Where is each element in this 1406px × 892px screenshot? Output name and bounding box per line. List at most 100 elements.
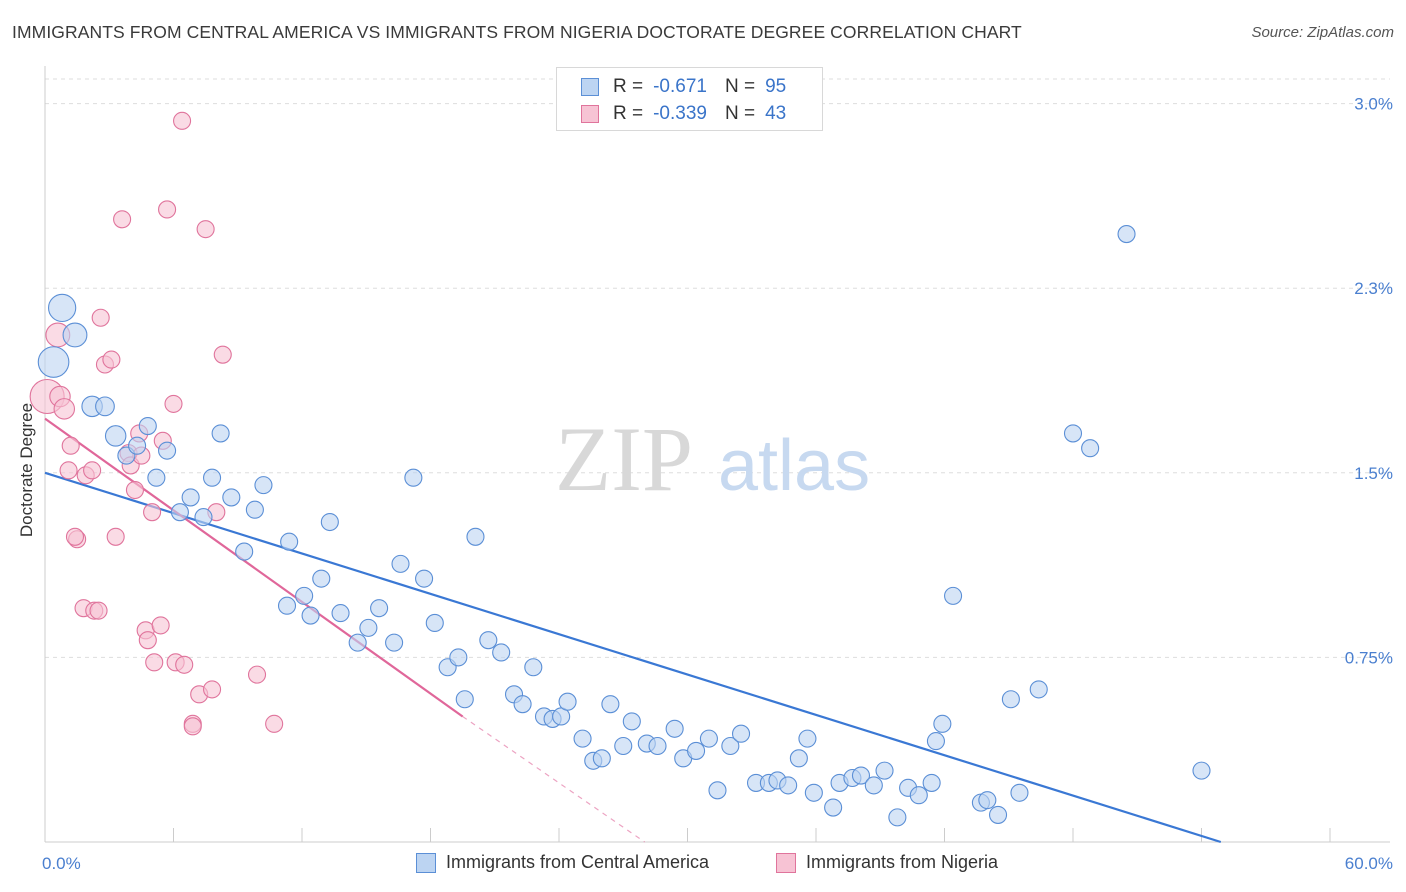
legend-row-central-america: R = -0.671 N = 95	[581, 75, 786, 99]
legend-r-value: -0.339	[653, 103, 707, 124]
series-nigeria-points	[29, 111, 284, 736]
point-nigeria	[175, 655, 194, 674]
legend-r-label: R =	[613, 76, 644, 97]
point-central-america	[385, 633, 404, 652]
x-tick-label: 0.0%	[42, 854, 81, 873]
point-central-america	[47, 293, 77, 323]
y-tick-label: 0.75%	[1345, 648, 1393, 667]
point-central-america	[147, 468, 166, 487]
legend-swatch-pink	[776, 852, 796, 873]
point-central-america	[933, 714, 952, 733]
correlation-legend: R = -0.671 N = 95 R = -0.339 N = 43	[556, 67, 823, 131]
point-central-america	[798, 729, 817, 748]
point-nigeria	[183, 717, 202, 736]
point-central-america	[254, 476, 273, 495]
point-central-america	[804, 783, 823, 802]
point-nigeria	[196, 220, 215, 239]
legend-swatch-pink	[581, 105, 599, 123]
point-central-america	[851, 766, 871, 785]
point-central-america	[1192, 761, 1211, 780]
point-central-america	[128, 436, 147, 455]
point-central-america	[648, 736, 667, 756]
point-nigeria	[151, 616, 170, 635]
point-central-america	[348, 633, 367, 652]
point-central-america	[524, 658, 543, 677]
point-central-america	[415, 569, 434, 588]
watermark: ZIP atlas	[555, 408, 870, 510]
point-nigeria	[158, 200, 177, 219]
legend-item-nigeria[interactable]: Immigrants from Nigeria	[776, 852, 998, 873]
watermark-atlas: atlas	[718, 426, 870, 506]
chart-title: IMMIGRANTS FROM CENTRAL AMERICA VS IMMIG…	[12, 22, 1022, 42]
point-central-america	[370, 599, 389, 618]
point-nigeria	[106, 527, 125, 546]
point-central-america	[864, 776, 883, 795]
legend-r-value: -0.671	[653, 76, 707, 97]
point-nigeria	[53, 398, 76, 420]
legend-swatch-blue	[416, 852, 436, 873]
axes	[44, 66, 1390, 843]
point-central-america	[699, 729, 718, 748]
point-central-america	[104, 425, 127, 447]
point-central-america	[558, 692, 577, 711]
y-tick-label: 2.3%	[1354, 279, 1393, 298]
point-nigeria	[102, 350, 121, 369]
trend-line-nigeria-extension	[462, 715, 646, 843]
point-central-america	[277, 596, 297, 615]
point-central-america	[404, 468, 423, 487]
point-central-america	[95, 396, 115, 417]
point-central-america	[708, 781, 727, 800]
legend-n-value: 43	[765, 103, 787, 124]
point-central-america	[687, 741, 706, 760]
y-tick-label: 1.5%	[1354, 464, 1393, 483]
point-nigeria	[113, 210, 132, 229]
point-central-america	[331, 604, 350, 623]
point-central-america	[978, 791, 997, 810]
point-central-america	[391, 554, 410, 573]
series-legend: Immigrants from Central America Immigran…	[0, 852, 1406, 878]
point-nigeria	[125, 480, 144, 500]
point-central-america	[222, 488, 241, 507]
trend-lines	[44, 417, 1222, 844]
y-tick-label: 3.0%	[1354, 95, 1393, 114]
point-central-america	[466, 527, 485, 546]
point-central-america	[37, 346, 70, 378]
point-central-america	[573, 729, 592, 748]
point-central-america	[138, 416, 157, 436]
point-central-america	[170, 503, 189, 522]
point-central-america	[492, 643, 511, 662]
point-nigeria	[265, 714, 284, 733]
point-central-america	[1117, 225, 1136, 244]
point-central-america	[1010, 783, 1029, 802]
point-central-america	[203, 468, 222, 487]
point-central-america	[614, 736, 633, 756]
point-central-america	[235, 542, 254, 561]
point-central-america	[988, 805, 1008, 824]
legend-n-label: N =	[724, 76, 756, 97]
point-central-america	[158, 441, 177, 460]
legend-n-value: 95	[765, 76, 787, 97]
point-central-america	[280, 532, 299, 551]
point-central-america	[1081, 439, 1100, 458]
point-central-america	[824, 798, 843, 817]
point-central-america	[721, 736, 740, 756]
point-central-america	[513, 695, 532, 714]
point-central-america	[601, 695, 620, 714]
point-central-america	[875, 761, 894, 780]
point-central-america	[731, 724, 751, 743]
trend-line-central-america	[44, 471, 1222, 844]
source-label: Source: ZipAtlas.com	[1251, 24, 1394, 41]
point-nigeria	[145, 653, 164, 672]
gridlines	[45, 78, 1390, 658]
point-central-america	[479, 631, 498, 650]
legend-label: Immigrants from Nigeria	[806, 852, 999, 872]
point-central-america	[211, 424, 230, 443]
point-central-america	[1063, 424, 1083, 443]
point-central-america	[909, 786, 928, 805]
x-tick-label: 60.0%	[1345, 854, 1393, 873]
point-central-america	[622, 712, 641, 731]
point-central-america	[295, 586, 314, 605]
legend-item-central-america[interactable]: Immigrants from Central America	[416, 852, 709, 873]
point-central-america	[62, 322, 88, 348]
